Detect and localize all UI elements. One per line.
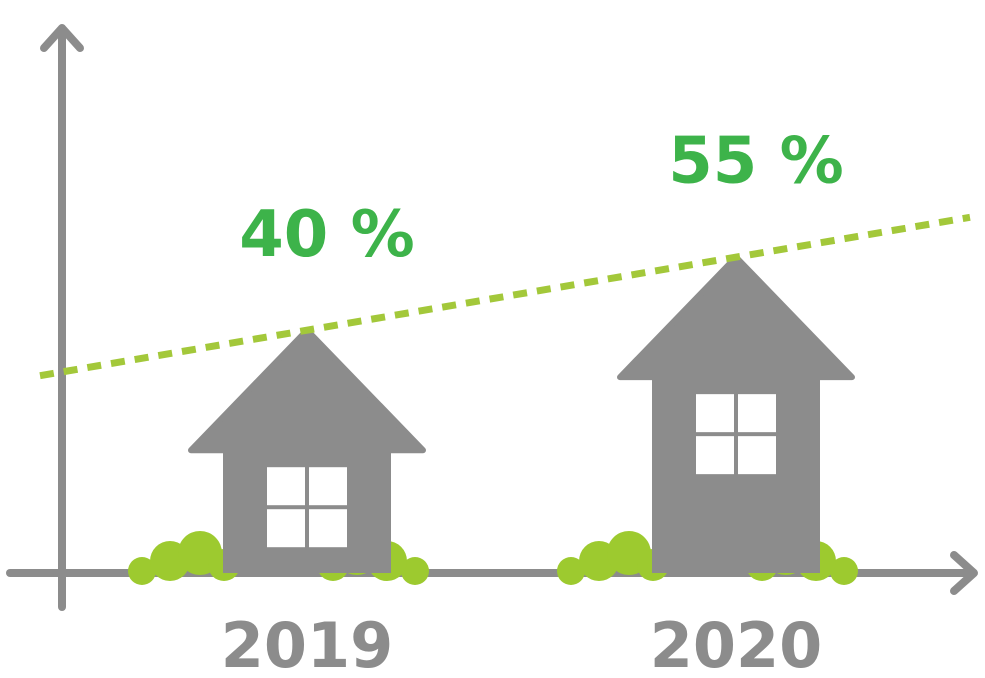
house-roof — [617, 254, 855, 381]
bush-leaf — [401, 557, 429, 585]
window-pane — [738, 394, 776, 433]
value-label: 55 % — [668, 125, 843, 199]
window-pane — [738, 436, 776, 475]
window-pane — [696, 436, 734, 475]
trend-line — [39, 213, 971, 380]
x-tick-label: 2019 — [221, 609, 394, 678]
axes — [6, 24, 978, 611]
x-tick-label: 2020 — [650, 609, 823, 678]
bush-leaf — [557, 557, 585, 585]
house — [188, 327, 426, 573]
window-pane — [267, 509, 305, 548]
house-roof — [188, 327, 426, 454]
bush-leaf — [128, 557, 156, 585]
window-pane — [696, 394, 734, 433]
house — [617, 254, 855, 573]
x-axis-arrow — [950, 551, 978, 595]
value-label: 40 % — [239, 198, 414, 272]
house-body — [652, 377, 820, 573]
bush-leaf — [830, 557, 858, 585]
window-pane — [267, 467, 305, 506]
window-pane — [309, 509, 347, 548]
house-body — [223, 450, 391, 573]
y-axis-arrow — [40, 24, 84, 52]
window-pane — [309, 467, 347, 506]
